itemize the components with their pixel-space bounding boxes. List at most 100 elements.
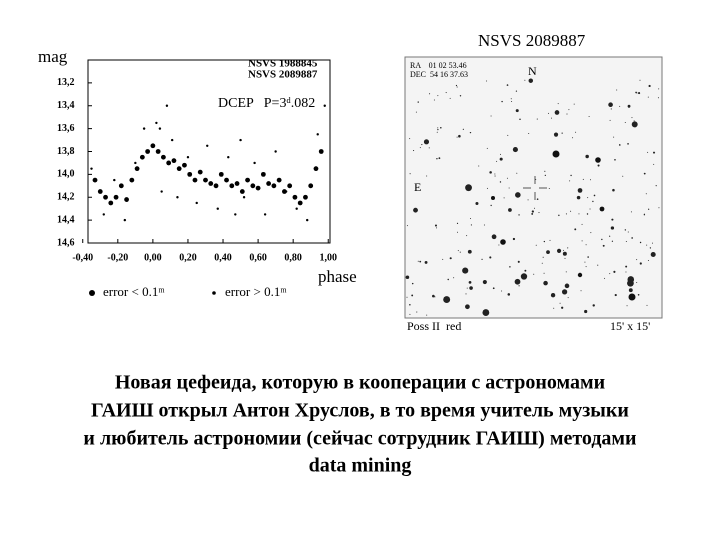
point	[90, 167, 93, 170]
star	[470, 217, 472, 220]
star	[419, 147, 421, 149]
star	[429, 93, 431, 95]
star	[658, 207, 660, 209]
star	[436, 131, 438, 133]
point	[274, 150, 277, 153]
y-tick-label: 13,6	[57, 123, 75, 134]
star	[546, 250, 550, 254]
star	[647, 151, 649, 153]
star	[516, 172, 518, 174]
point	[292, 194, 298, 200]
point	[176, 196, 179, 199]
star	[631, 117, 633, 119]
star	[465, 293, 467, 295]
x-tick-label: 0,80	[284, 252, 302, 263]
star	[512, 147, 518, 153]
y-axis-label: mag	[38, 47, 68, 66]
star	[548, 112, 550, 114]
star	[434, 296, 436, 298]
star	[561, 132, 563, 134]
star	[409, 304, 411, 306]
point	[108, 200, 114, 206]
point	[182, 162, 187, 168]
point	[187, 171, 193, 177]
star	[469, 131, 472, 134]
star	[492, 287, 495, 290]
star	[442, 258, 444, 260]
star	[648, 208, 650, 210]
star	[426, 314, 428, 316]
star	[653, 151, 656, 154]
star	[614, 293, 617, 297]
caption-line: и любитель астрономии (сейчас сотрудник …	[83, 428, 636, 450]
crosshair	[523, 176, 547, 200]
star	[588, 115, 590, 117]
point	[171, 158, 177, 164]
point	[123, 218, 127, 222]
star	[536, 118, 538, 120]
star	[456, 222, 459, 225]
star	[437, 95, 439, 97]
point	[113, 194, 119, 200]
star	[436, 158, 438, 160]
point	[208, 181, 214, 186]
star	[631, 121, 638, 128]
point	[234, 181, 240, 186]
star	[631, 237, 633, 239]
star	[438, 157, 441, 160]
star	[622, 175, 624, 177]
finder-survey: Poss II red	[407, 319, 461, 333]
star	[585, 154, 589, 159]
plot-frame	[87, 59, 331, 244]
star	[447, 278, 449, 281]
point	[245, 177, 250, 183]
star	[457, 250, 459, 252]
star	[456, 136, 458, 138]
point	[206, 144, 209, 147]
point	[224, 177, 229, 183]
x-tick-label: -0,40	[72, 252, 93, 263]
point	[234, 213, 237, 216]
star	[449, 257, 452, 260]
star	[411, 294, 414, 297]
point	[186, 156, 190, 159]
star	[519, 118, 521, 120]
star	[608, 102, 613, 108]
star	[459, 251, 461, 253]
star	[627, 231, 629, 233]
point	[155, 149, 161, 154]
star	[559, 302, 561, 304]
star	[507, 293, 511, 296]
star	[646, 244, 648, 246]
star	[500, 239, 506, 245]
star	[595, 157, 601, 163]
y-tick-label: 14,6	[57, 237, 75, 248]
star	[520, 273, 528, 280]
star	[650, 251, 656, 258]
point	[282, 189, 287, 194]
star	[499, 153, 502, 155]
star	[419, 260, 422, 263]
star	[609, 273, 611, 275]
star	[554, 110, 560, 115]
star	[573, 103, 575, 105]
star	[657, 97, 659, 99]
star	[553, 132, 559, 137]
star	[432, 294, 435, 298]
star	[465, 304, 470, 310]
star	[646, 304, 648, 306]
star	[518, 214, 520, 216]
annotation: NSVS 1988845	[248, 58, 318, 70]
star	[577, 272, 583, 278]
point	[218, 171, 224, 177]
star	[627, 143, 629, 145]
star	[478, 165, 480, 167]
star	[613, 270, 616, 273]
point	[242, 196, 246, 199]
star	[494, 173, 496, 175]
star	[459, 95, 462, 97]
star	[483, 224, 485, 226]
point	[102, 213, 105, 216]
point	[92, 177, 98, 183]
star	[562, 249, 564, 251]
